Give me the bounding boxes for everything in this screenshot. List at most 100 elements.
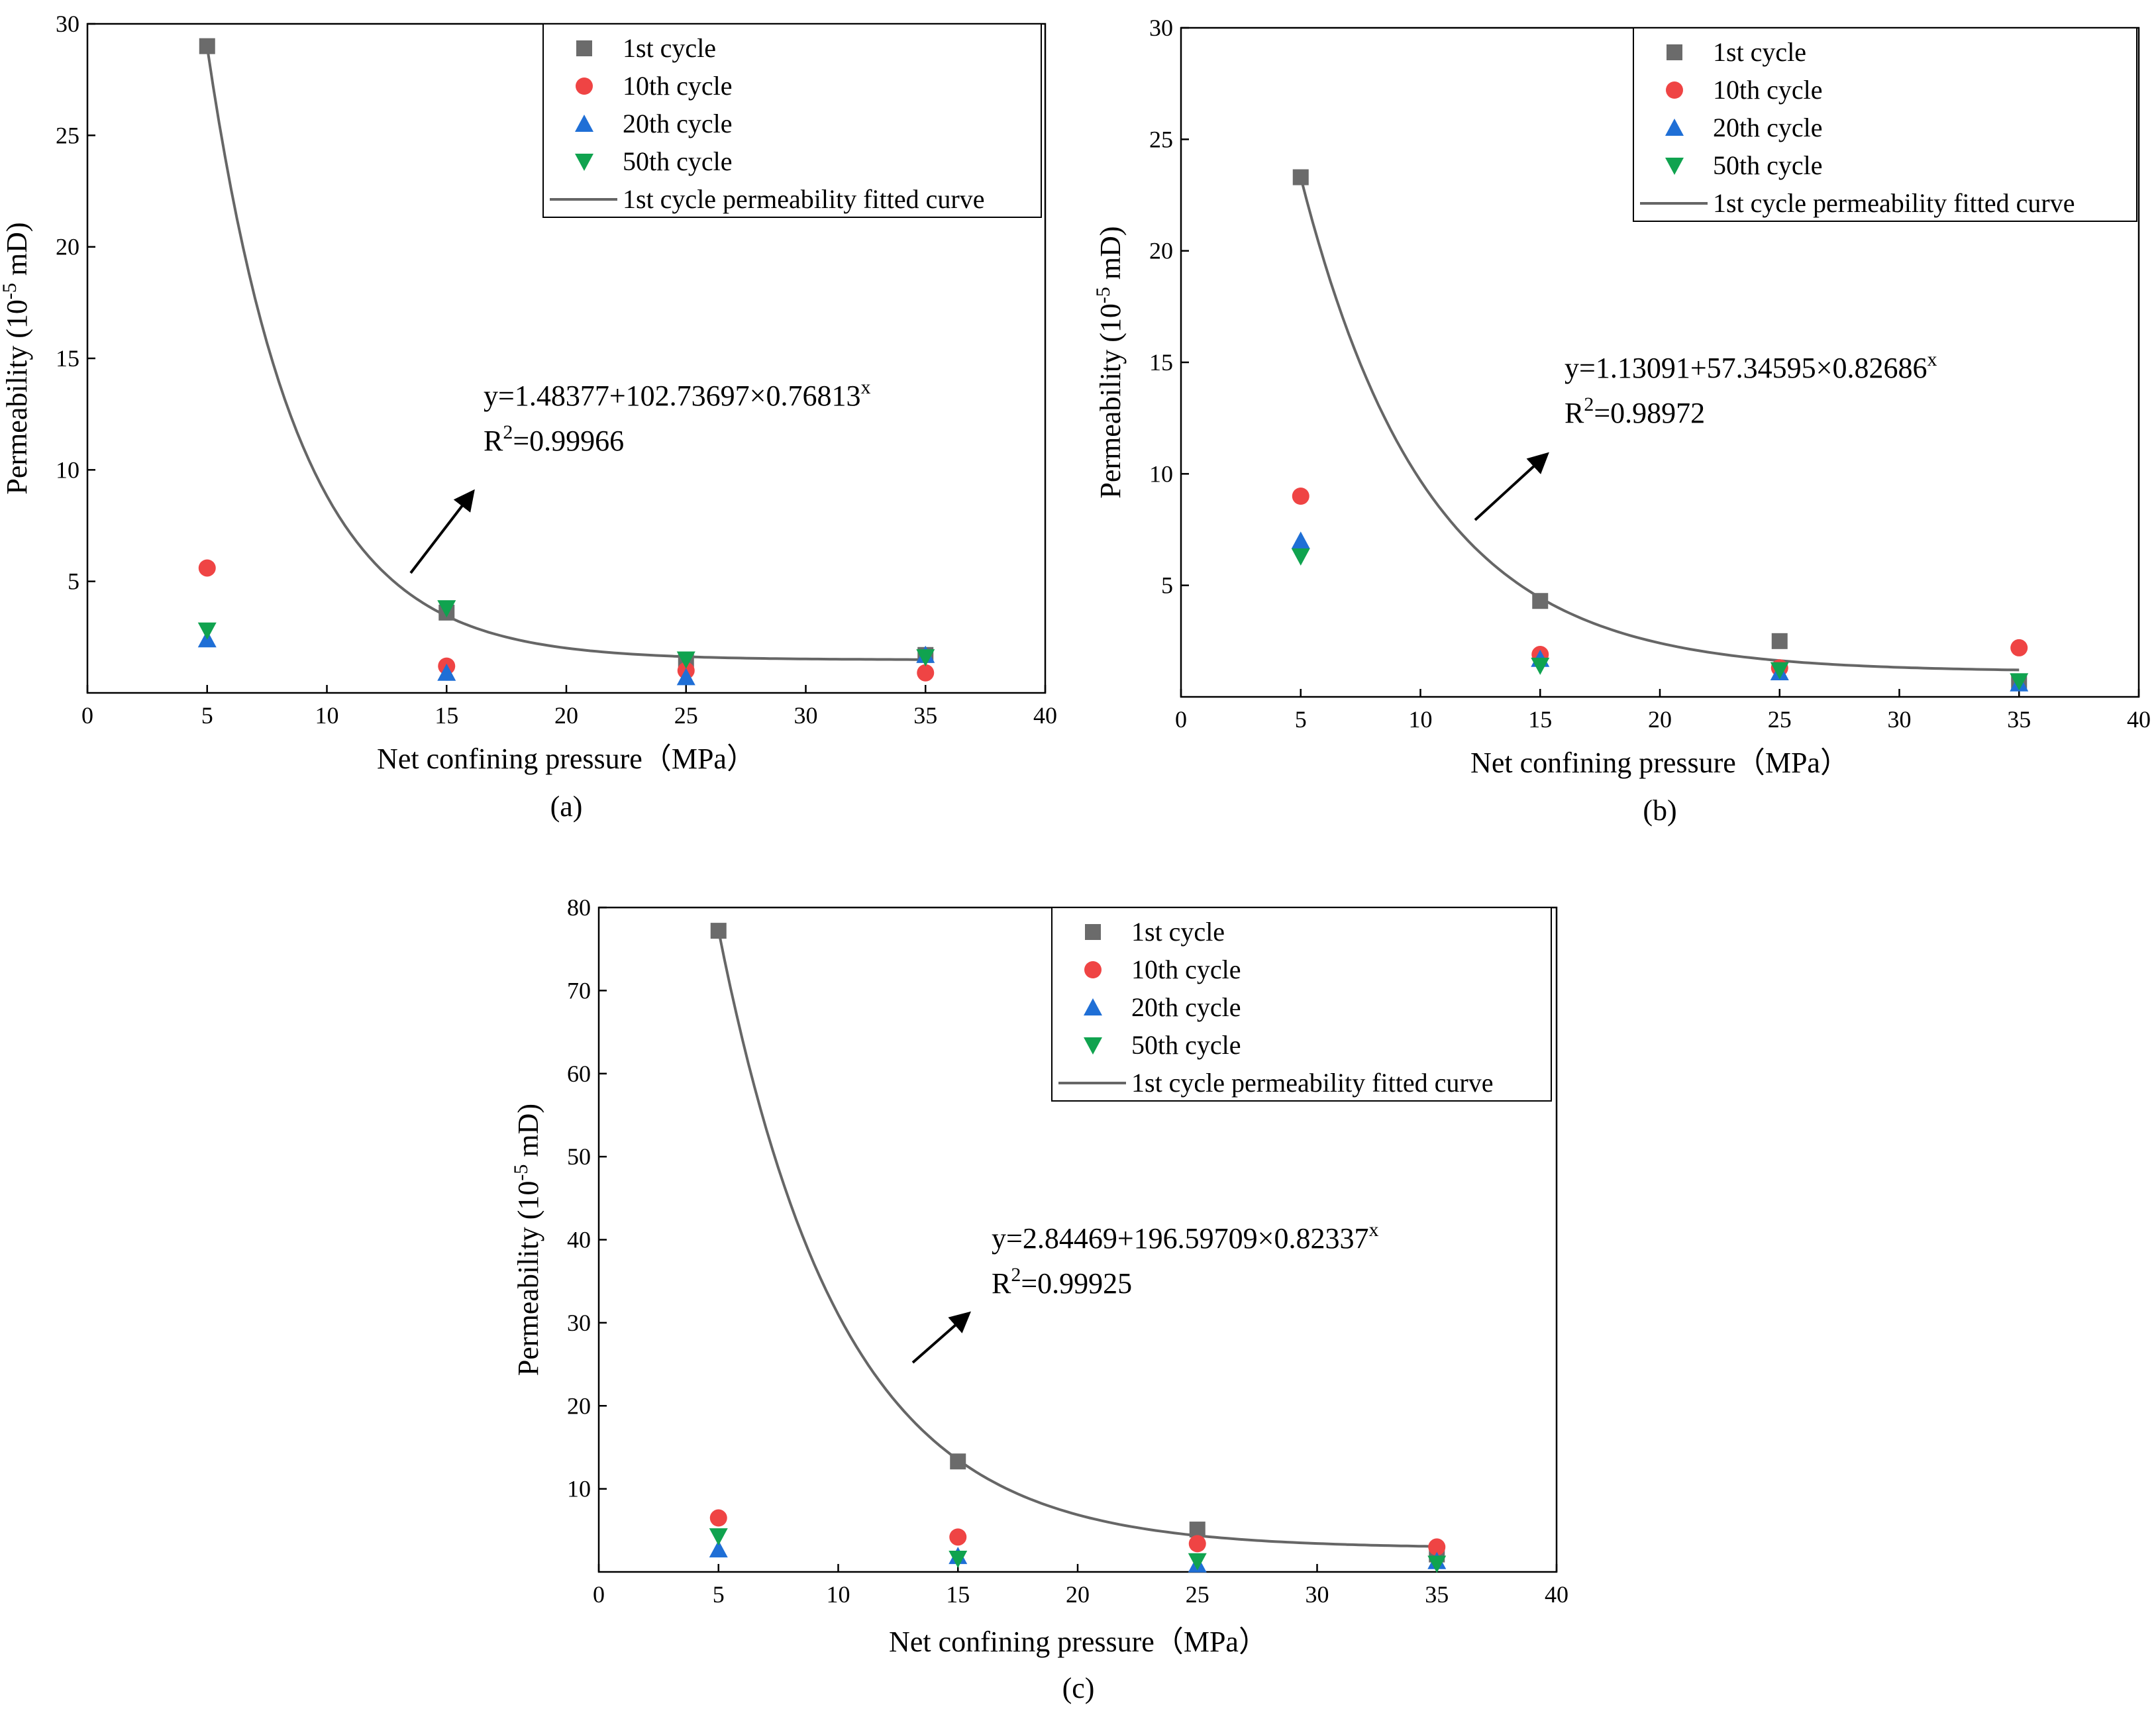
y-axis-label-exponent: -5 [510, 1165, 532, 1181]
legend-label: 20th cycle [1131, 992, 1241, 1022]
y-axis-label-main: Permeability (10 [1094, 303, 1127, 499]
y-axis-label-unit: mD) [1, 222, 33, 283]
legend-label: 20th cycle [623, 109, 733, 138]
y-tick-label: 5 [1161, 572, 1173, 599]
y-tick-label: 60 [567, 1061, 591, 1087]
fit-equation-exponent: x [860, 376, 870, 398]
legend-box [1633, 27, 2137, 222]
y-tick-label: 50 [567, 1143, 591, 1170]
x-tick-label: 10 [315, 702, 339, 729]
x-tick-label: 35 [2007, 706, 2031, 733]
x-tick-label: 15 [946, 1581, 970, 1608]
legend-label: 20th cycle [1713, 113, 1823, 142]
legend-label: 50th cycle [623, 146, 733, 176]
arrow-annotation [911, 1311, 972, 1364]
r-squared-value: =0.98972 [1594, 397, 1705, 429]
fit-equation-main: y=2.84469+196.59709×0.82337 [992, 1222, 1368, 1255]
data-point-20th-cycle [437, 663, 456, 681]
data-point-10th-cycle [709, 1509, 727, 1527]
legend-label: 1st cycle [623, 33, 716, 63]
data-point-50th-cycle [1770, 662, 1789, 680]
y-tick-label: 15 [1149, 349, 1173, 376]
x-tick-label: 15 [435, 702, 458, 729]
y-tick-label: 10 [56, 456, 79, 483]
y-tick-label: 30 [567, 1310, 591, 1336]
x-tick-label: 5 [713, 1581, 725, 1608]
legend-label: 10th cycle [1713, 75, 1823, 105]
y-tick-label: 20 [567, 1392, 591, 1419]
data-point-50th-cycle [676, 651, 695, 669]
x-tick-label: 40 [1545, 1581, 1568, 1608]
panel-label: (c) [1062, 1672, 1095, 1704]
y-tick-label: 70 [567, 977, 591, 1004]
legend-label-fit: 1st cycle permeability fitted curve [623, 184, 984, 214]
x-axis-label: Net confining pressure（MPa） [1470, 747, 1849, 779]
y-tick-label: 80 [567, 894, 591, 921]
x-tick-label: 5 [1295, 706, 1307, 733]
r-squared: R2=0.99966 [484, 421, 624, 457]
data-point-50th-cycle [2010, 673, 2029, 691]
data-point-1st-cycle [1292, 169, 1309, 185]
r-squared-prefix: R [1565, 397, 1584, 429]
y-axis-label: Permeability (10-5 mD) [510, 1104, 544, 1376]
legend-marker [576, 40, 592, 56]
x-axis-label: Net confining pressure（MPa） [889, 1626, 1268, 1658]
data-point-10th-cycle [1188, 1535, 1206, 1553]
y-tick-label: 40 [567, 1227, 591, 1253]
data-point-50th-cycle [1531, 657, 1550, 675]
legend-label: 50th cycle [1713, 150, 1823, 180]
x-tick-label: 10 [1409, 706, 1433, 733]
y-tick-label: 25 [1149, 126, 1173, 152]
data-point-50th-cycle [437, 600, 456, 618]
data-point-50th-cycle [916, 649, 935, 667]
legend-label: 10th cycle [1131, 955, 1241, 984]
fit-equation: y=1.48377+102.73697×0.76813x [484, 376, 870, 412]
data-point-50th-cycle [1188, 1553, 1207, 1571]
r-squared-exponent: 2 [1011, 1264, 1021, 1286]
r-squared-prefix: R [992, 1267, 1011, 1300]
y-tick-label: 5 [68, 568, 79, 595]
data-point-50th-cycle [1291, 548, 1310, 566]
fit-equation-main: y=1.48377+102.73697×0.76813 [484, 380, 860, 412]
x-tick-label: 0 [1175, 706, 1187, 733]
x-tick-label: 30 [1888, 706, 1912, 733]
fit-equation-exponent: x [1927, 348, 1937, 370]
fit-equation: y=2.84469+196.59709×0.82337x [992, 1219, 1378, 1255]
x-tick-label: 40 [1033, 702, 1057, 729]
data-point-10th-cycle [1292, 488, 1309, 505]
x-axis-label: Net confining pressure（MPa） [377, 743, 756, 775]
legend-label: 1st cycle [1713, 37, 1806, 67]
fitted-curve [717, 930, 1437, 1548]
x-tick-label: 20 [554, 702, 578, 729]
r-squared: R2=0.98972 [1565, 393, 1705, 429]
y-tick-label: 20 [56, 234, 79, 260]
legend-marker [1665, 158, 1684, 175]
data-point-1st-cycle [950, 1453, 966, 1470]
legend-box [1051, 907, 1552, 1102]
panel-label: (b) [1643, 794, 1676, 827]
data-point-10th-cycle [2010, 639, 2028, 656]
data-point-1st-cycle [710, 923, 727, 939]
legend-marker [575, 154, 593, 171]
y-axis-label-unit: mD) [1094, 226, 1127, 287]
fitted-curve [1299, 177, 2020, 672]
x-tick-label: 25 [1768, 706, 1792, 733]
fitted-curve [205, 46, 926, 661]
x-tick-label: 5 [201, 702, 213, 729]
legend-marker [1084, 1037, 1102, 1055]
x-tick-label: 40 [2127, 706, 2151, 733]
legend-label: 10th cycle [623, 71, 733, 101]
data-point-20th-cycle [676, 668, 695, 686]
x-tick-label: 35 [913, 702, 937, 729]
y-axis-label-main: Permeability (10 [1, 299, 33, 495]
arrow-annotation [409, 489, 475, 574]
data-point-10th-cycle [949, 1528, 967, 1546]
x-tick-label: 30 [1306, 1581, 1329, 1608]
legend-marker [576, 78, 593, 95]
fit-equation-main: y=1.13091+57.34595×0.82686 [1565, 352, 1927, 384]
chart-panel-c: 0 5 10 15 20 25 30 35 40 10 20 30 40 50 60 70 80 Net conf… [510, 894, 1568, 1704]
y-axis-label-exponent: -5 [1092, 287, 1114, 303]
y-axis-label: Permeability (10-5 mD) [0, 222, 33, 494]
legend-marker [1666, 81, 1683, 99]
r-squared-exponent: 2 [503, 421, 513, 443]
